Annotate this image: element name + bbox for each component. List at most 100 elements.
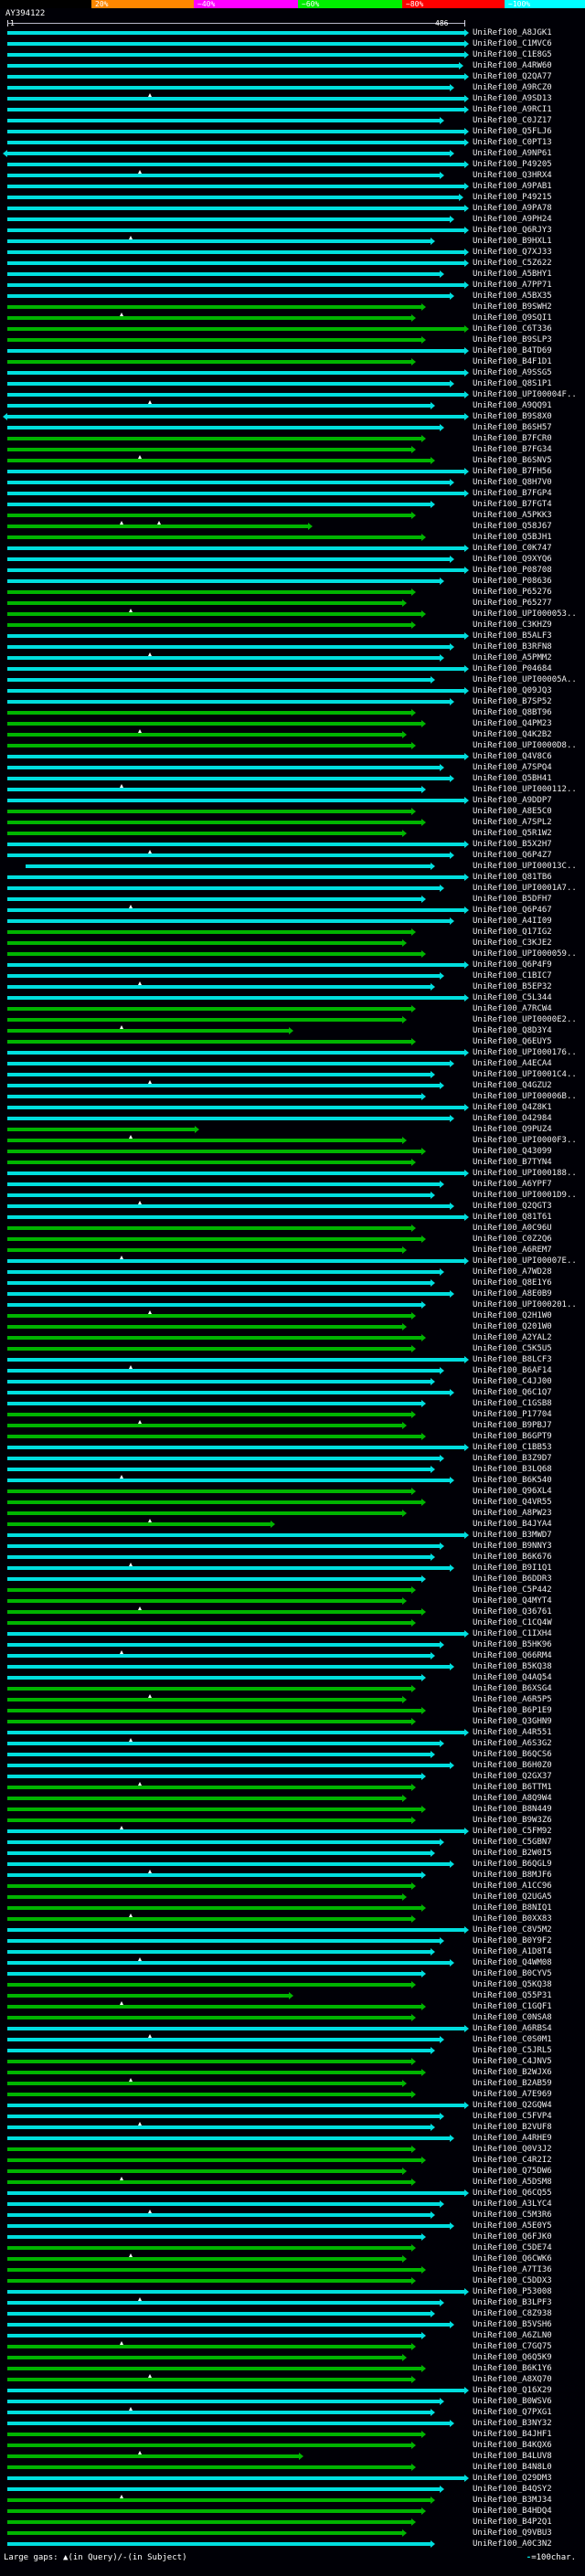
hit-label[interactable]: UniRef100_A4R551 — [473, 1728, 552, 1737]
hit-bar[interactable] — [7, 2027, 464, 2030]
hit-bar[interactable] — [7, 1720, 412, 1723]
hit-bar[interactable] — [7, 2005, 421, 2009]
hit-label[interactable]: UniRef100_B2VUF8 — [473, 2123, 552, 2132]
hit-label[interactable]: UniRef100_C5DDX3 — [473, 2276, 552, 2285]
hit-bar[interactable] — [7, 2334, 421, 2337]
hit-bar[interactable] — [7, 623, 412, 627]
hit-bar[interactable] — [7, 2290, 464, 2294]
hit-bar[interactable] — [7, 1917, 412, 1921]
hit-label[interactable]: UniRef100_C5GBN7 — [473, 1838, 552, 1847]
hit-label[interactable]: UniRef100_C0Z2Q6 — [473, 1235, 552, 1244]
hit-label[interactable]: UniRef100_UPI000112.. — [473, 785, 577, 794]
hit-bar[interactable] — [7, 919, 450, 923]
hit-bar[interactable] — [7, 1171, 464, 1175]
hit-label[interactable]: UniRef100_Q2GX37 — [473, 1772, 552, 1781]
hit-label[interactable]: UniRef100_Q75DW6 — [473, 2167, 552, 2176]
hit-bar[interactable] — [7, 2257, 402, 2261]
hit-bar[interactable] — [7, 2323, 450, 2327]
hit-bar[interactable] — [7, 2433, 421, 2436]
hit-label[interactable]: UniRef100_Q17IG2 — [473, 928, 552, 937]
hit-label[interactable]: UniRef100_C4JNV5 — [473, 2057, 552, 2066]
hit-bar[interactable] — [7, 53, 464, 57]
hit-bar[interactable] — [7, 75, 464, 79]
hit-label[interactable]: UniRef100_C5FM92 — [473, 1827, 552, 1836]
hit-label[interactable]: UniRef100_C5M3R6 — [473, 2210, 552, 2220]
hit-label[interactable]: UniRef100_C0PT13 — [473, 138, 552, 147]
hit-label[interactable]: UniRef100_Q81T61 — [473, 1213, 552, 1222]
hit-label[interactable]: UniRef100_A4RW60 — [473, 61, 552, 70]
hit-label[interactable]: UniRef100_Q4VR55 — [473, 1498, 552, 1507]
hit-bar[interactable] — [7, 1742, 441, 1745]
hit-label[interactable]: UniRef100_O42984 — [473, 1114, 552, 1123]
hit-bar[interactable] — [7, 2093, 412, 2096]
hit-label[interactable]: UniRef100_B7FG34 — [473, 445, 552, 454]
hit-label[interactable]: UniRef100_A9SD13 — [473, 94, 552, 103]
hit-label[interactable]: UniRef100_C5JRL5 — [473, 2046, 552, 2055]
hit-label[interactable]: UniRef100_C5K5U5 — [473, 1344, 552, 1353]
hit-label[interactable]: UniRef100_B4JHF1 — [473, 2430, 552, 2439]
hit-label[interactable]: UniRef100_A6S3G2 — [473, 1739, 552, 1748]
hit-bar[interactable] — [7, 327, 464, 331]
hit-bar[interactable] — [7, 744, 412, 747]
hit-bar[interactable] — [7, 1654, 431, 1658]
hit-label[interactable]: UniRef100_B6DDR3 — [473, 1574, 552, 1584]
hit-bar[interactable] — [7, 459, 431, 462]
hit-bar[interactable] — [7, 1204, 450, 1208]
hit-label[interactable]: UniRef100_C5P442 — [473, 1585, 552, 1595]
hit-bar[interactable] — [7, 601, 402, 605]
hit-bar[interactable] — [7, 2520, 412, 2524]
hit-bar[interactable] — [7, 294, 450, 298]
hit-label[interactable]: UniRef100_A2YAL2 — [473, 1333, 552, 1342]
hit-label[interactable]: UniRef100_B6H0Z0 — [473, 1761, 552, 1770]
hit-bar[interactable] — [7, 228, 464, 232]
hit-label[interactable]: UniRef100_UPI0001D9.. — [473, 1191, 577, 1200]
hit-label[interactable]: UniRef100_C8V5M2 — [473, 1925, 552, 1935]
hit-bar[interactable] — [7, 1303, 421, 1307]
hit-label[interactable]: UniRef100_Q5BH41 — [473, 774, 552, 783]
hit-label[interactable]: UniRef100_A6REM7 — [473, 1246, 552, 1255]
hit-bar[interactable] — [7, 2279, 412, 2283]
hit-label[interactable]: UniRef100_B6QCS6 — [473, 1750, 552, 1759]
hit-label[interactable]: UniRef100_P49205 — [473, 160, 552, 169]
hit-label[interactable]: UniRef100_B4HDQ4 — [473, 2507, 552, 2516]
hit-bar[interactable] — [7, 250, 464, 254]
hit-label[interactable]: UniRef100_Q55P31 — [473, 1991, 552, 2000]
hit-bar[interactable] — [7, 2301, 441, 2305]
hit-bar[interactable] — [7, 645, 450, 649]
hit-label[interactable]: UniRef100_A8E5C0 — [473, 807, 552, 816]
hit-bar[interactable] — [7, 1325, 402, 1329]
hit-bar[interactable] — [7, 2136, 450, 2140]
hit-label[interactable]: UniRef100_C8Z938 — [473, 2309, 552, 2318]
hit-label[interactable]: UniRef100_B6SH57 — [473, 423, 552, 432]
hit-bar[interactable] — [7, 1632, 464, 1636]
hit-label[interactable]: UniRef100_B3LQ68 — [473, 1465, 552, 1474]
hit-bar[interactable] — [7, 31, 464, 35]
hit-label[interactable]: UniRef100_C1MVC6 — [473, 39, 552, 48]
hit-label[interactable]: UniRef100_C3KHZ9 — [473, 620, 552, 630]
hit-bar[interactable] — [7, 492, 464, 495]
hit-label[interactable]: UniRef100_Q5BJH1 — [473, 533, 552, 542]
hit-bar[interactable] — [7, 196, 459, 199]
hit-bar[interactable] — [7, 963, 464, 967]
hit-bar[interactable] — [7, 470, 464, 473]
hit-bar[interactable] — [7, 766, 441, 769]
hit-label[interactable]: UniRef100_Q4WM08 — [473, 1958, 552, 1967]
hit-bar[interactable] — [7, 163, 464, 166]
hit-bar[interactable] — [7, 1040, 412, 1044]
hit-bar[interactable] — [7, 886, 441, 890]
hit-label[interactable]: UniRef100_B9HXL1 — [473, 237, 552, 246]
hit-label[interactable]: UniRef100_C4JJ00 — [473, 1377, 552, 1386]
hit-bar[interactable] — [7, 1424, 402, 1427]
hit-label[interactable]: UniRef100_B6K540 — [473, 1476, 552, 1485]
hit-bar[interactable] — [25, 864, 431, 868]
hit-label[interactable]: UniRef100_B3Z9D7 — [473, 1454, 552, 1463]
hit-label[interactable]: UniRef100_B5KQ38 — [473, 1662, 552, 1671]
hit-label[interactable]: UniRef100_A7PP71 — [473, 281, 552, 290]
hit-label[interactable]: UniRef100_B6P1E9 — [473, 1706, 552, 1715]
hit-label[interactable]: UniRef100_C3KJE2 — [473, 938, 552, 948]
hit-label[interactable]: UniRef100_B9PBJ7 — [473, 1421, 552, 1430]
hit-bar[interactable] — [7, 1544, 441, 1548]
hit-label[interactable]: UniRef100_A9QQ91 — [473, 401, 552, 410]
hit-label[interactable]: UniRef100_A6YPF7 — [473, 1180, 552, 1189]
hit-label[interactable]: UniRef100_Q6CWK6 — [473, 2254, 552, 2263]
